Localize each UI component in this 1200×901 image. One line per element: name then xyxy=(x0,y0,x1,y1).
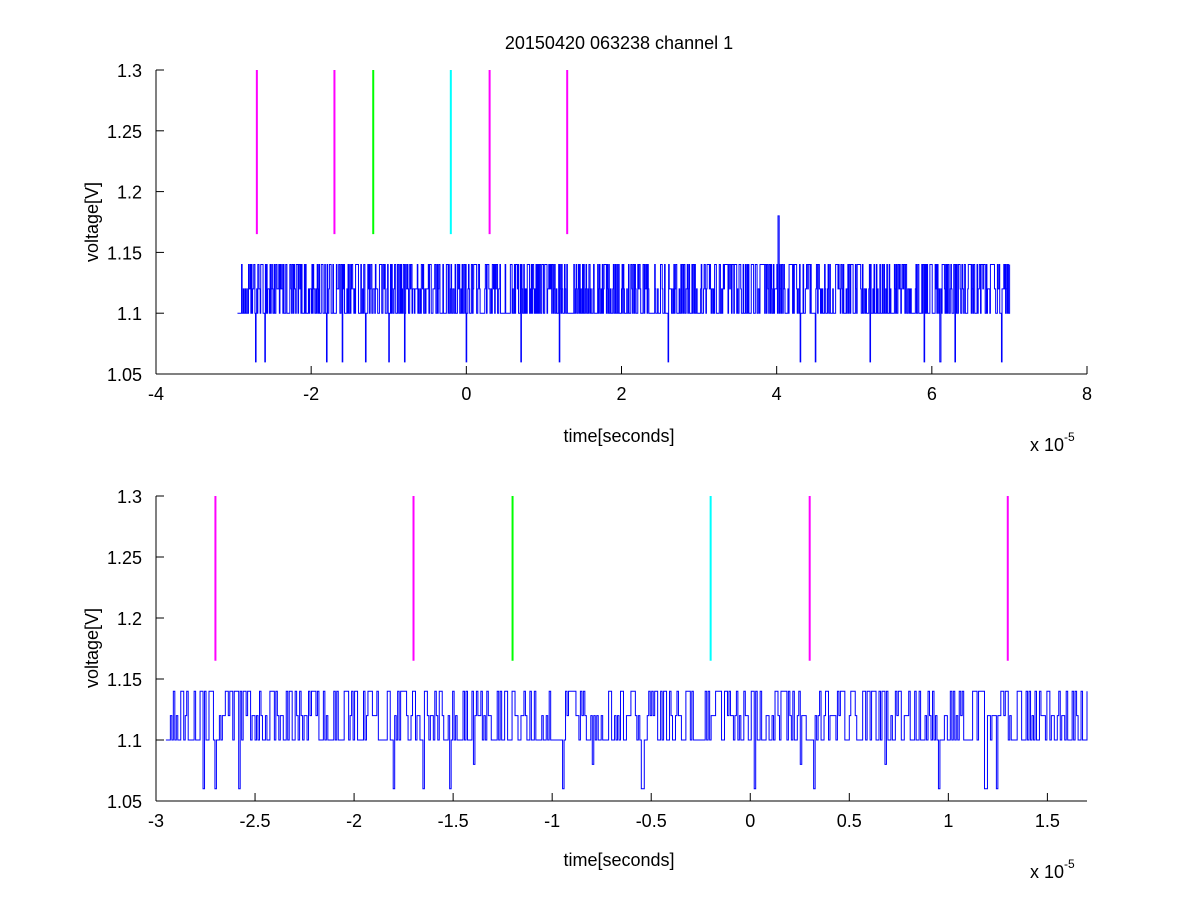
bottom-x-tick-label: 1 xyxy=(943,811,953,831)
top-y-tick-label: 1.2 xyxy=(117,183,142,203)
top-x-tick-label: 2 xyxy=(616,384,626,404)
top-y-tick-label: 1.15 xyxy=(107,243,142,263)
bottom-x-tick-label: -1.5 xyxy=(438,811,469,831)
bottom-x-tick-label: 0.5 xyxy=(837,811,862,831)
bottom-y-tick-label: 1.25 xyxy=(107,548,142,568)
bottom-x-tick-label: -1 xyxy=(544,811,560,831)
top-y-axis-label: voltage[V] xyxy=(82,182,102,262)
bottom-x-tick-label: 0 xyxy=(745,811,755,831)
top-x-tick-label: 4 xyxy=(772,384,782,404)
top-y-tick-label: 1.05 xyxy=(107,365,142,385)
top-x-tick-label: 8 xyxy=(1082,384,1092,404)
bottom-subplot: -3 -2.5 -2 -1.5 -1 -0.5 0 0.5 1 1.5 1.05 1.1 1.15 1.2… xyxy=(82,487,1088,882)
bottom-x-tick-label: -0.5 xyxy=(636,811,667,831)
top-x-tick-label: 0 xyxy=(461,384,471,404)
bottom-y-tick-label: 1.2 xyxy=(117,609,142,629)
bottom-x-tick-label: 1.5 xyxy=(1035,811,1060,831)
bottom-x-tick-label: -2.5 xyxy=(240,811,271,831)
top-axes-layer: -4 -2 0 2 4 6 8 1.05 1.1 1.15 1.2 1.25 1.3 xyxy=(107,61,1092,404)
figure-title: 20150420 063238 channel 1 xyxy=(505,33,733,53)
bottom-axes-layer: -3 -2.5 -2 -1.5 -1 -0.5 0 0.5 1 1.5 1.05 1.1 1.15 1.2… xyxy=(107,487,1087,831)
bottom-signal-trace xyxy=(165,690,1088,790)
bottom-y-tick-label: 1.15 xyxy=(107,670,142,690)
bottom-signal-layer xyxy=(165,496,1088,790)
bottom-y-tick-label: 1.1 xyxy=(117,731,142,751)
top-y-tick-label: 1.1 xyxy=(117,304,142,324)
top-y-tick-label: 1.3 xyxy=(117,61,142,81)
top-x-tick-label: 6 xyxy=(927,384,937,404)
top-x-multiplier: x 10-5 xyxy=(1030,430,1075,455)
top-x-axis-label: time[seconds] xyxy=(563,426,674,446)
bottom-y-tick-label: 1.3 xyxy=(117,487,142,507)
bottom-x-axis-label: time[seconds] xyxy=(563,850,674,870)
top-y-tick-label: 1.25 xyxy=(107,122,142,142)
bottom-x-multiplier: x 10-5 xyxy=(1030,857,1075,882)
bottom-y-tick-label: 1.05 xyxy=(107,792,142,812)
bottom-x-tick-label: -3 xyxy=(148,811,164,831)
bottom-y-axis-label: voltage[V] xyxy=(82,608,102,688)
top-signal-trace xyxy=(237,215,1011,363)
bottom-x-tick-label: -2 xyxy=(346,811,362,831)
top-subplot: -4 -2 0 2 4 6 8 1.05 1.1 1.15 1.2 1.25 1.3 time[seco… xyxy=(82,61,1092,455)
top-signal-layer xyxy=(237,70,1011,363)
top-x-tick-label: -4 xyxy=(148,384,164,404)
top-x-tick-label: -2 xyxy=(303,384,319,404)
